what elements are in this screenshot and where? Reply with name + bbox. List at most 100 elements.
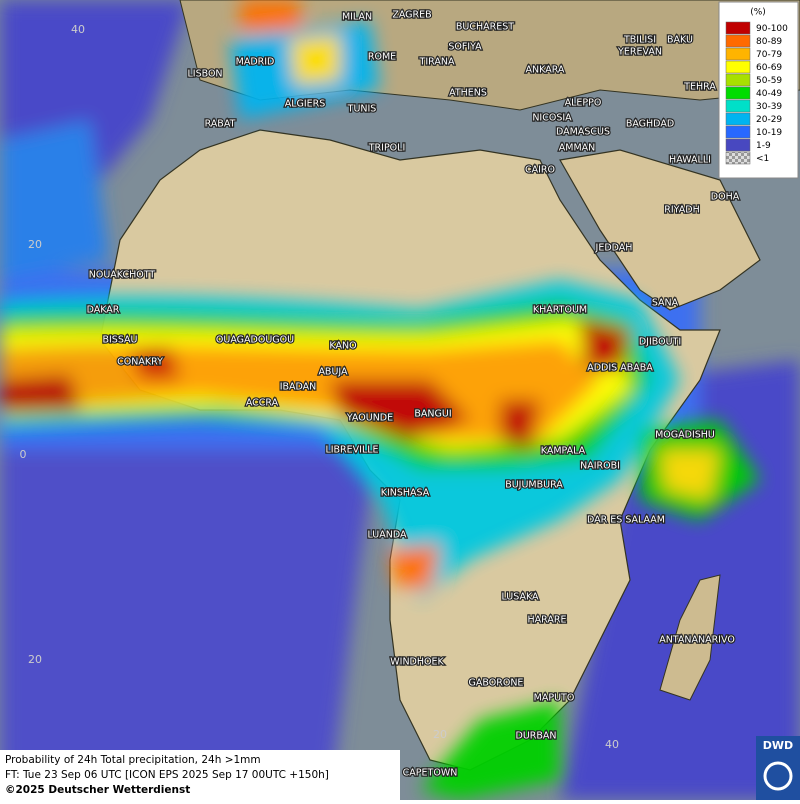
city-label: LISBON — [187, 69, 222, 80]
legend-label: <1 — [756, 154, 769, 164]
legend-title: (%) — [750, 8, 766, 18]
legend-label: 90-100 — [756, 24, 788, 34]
legend-swatch — [725, 60, 751, 74]
city-label: WINDHOEK — [390, 657, 444, 668]
city-label: KINSHASA — [381, 488, 430, 499]
legend-swatch — [725, 86, 751, 100]
logo: DWD — [756, 736, 800, 800]
city-label: LIBREVILLE — [325, 445, 378, 456]
city-label: DAR ES SALAAM — [587, 515, 665, 526]
city-label: RABAT — [205, 119, 236, 130]
city-label: ROME — [368, 52, 396, 63]
city-label: DJIBOUTI — [639, 337, 681, 348]
city-label: BUJUMBURA — [505, 480, 563, 491]
city-label: ABUJA — [318, 367, 348, 378]
city-label: ACCRA — [246, 398, 279, 409]
city-label: ANKARA — [526, 65, 565, 76]
legend: (%) 90-100 80-89 70-79 60-69 50-59 40-49 30-39… — [718, 1, 799, 179]
legend-label: 40-49 — [756, 89, 782, 99]
city-label: YEREVAN — [617, 47, 662, 58]
grid-label: 40 — [71, 23, 85, 36]
city-label: JEDDAH — [595, 243, 633, 254]
legend-swatch — [725, 112, 751, 126]
city-label: BAKU — [667, 35, 693, 46]
city-label: YAOUNDE — [346, 413, 393, 424]
city-label: TUNIS — [347, 104, 377, 115]
city-label: BAGHDAD — [626, 119, 674, 130]
legend-swatch — [725, 21, 751, 35]
city-label: ALGIERS — [285, 99, 326, 110]
logo-text: DWD — [763, 739, 793, 752]
city-label: MILAN — [342, 12, 372, 23]
city-label: IBADAN — [280, 382, 317, 393]
legend-label: 1-9 — [756, 141, 771, 151]
city-label: CAIRO — [525, 165, 555, 176]
city-label: ADDIS ABABA — [587, 363, 653, 374]
legend-label: 50-59 — [756, 76, 782, 86]
city-label: LUSAKA — [501, 592, 539, 603]
city-label: DAMASCUS — [556, 127, 610, 138]
legend-swatch — [725, 47, 751, 61]
city-label: LUANDA — [367, 530, 407, 541]
city-label: SANA — [652, 298, 679, 309]
city-label: TBILISI — [623, 35, 656, 46]
city-label: BANGUI — [414, 409, 451, 420]
grid-label: 20 — [28, 653, 42, 666]
caption-line: ©2025 Deutscher Wetterdienst — [5, 784, 190, 796]
legend-label: 80-89 — [756, 37, 782, 47]
grid-label: 40 — [605, 738, 619, 751]
city-label: TRIPOLI — [368, 143, 406, 154]
legend-swatch — [725, 34, 751, 48]
city-label: OUAGADOUGOU — [216, 335, 294, 346]
legend-swatch — [725, 138, 751, 152]
city-label: SOFIYA — [448, 42, 482, 53]
city-label: MAPUTO — [534, 693, 575, 704]
legend-label: 60-69 — [756, 63, 782, 73]
city-label: KHARTOUM — [533, 305, 587, 316]
legend-swatch — [725, 99, 751, 113]
legend-label: 30-39 — [756, 102, 782, 112]
grid-label: 20 — [28, 238, 42, 251]
city-label: TIRANA — [419, 57, 455, 68]
caption-line: FT: Tue 23 Sep 06 UTC [ICON EPS 2025 Sep… — [5, 769, 329, 781]
city-label: MOGADISHU — [655, 430, 715, 441]
logo-icon — [763, 761, 793, 791]
city-label: KANO — [329, 341, 356, 352]
legend-swatch — [725, 125, 751, 139]
grid-label: 0 — [20, 448, 27, 461]
caption-box — [0, 750, 400, 800]
city-label: ALEPPO — [565, 98, 602, 109]
city-labels: MILAN ZAGREB BUCHAREST TBILISI BAKU SOFIYA YER… — [85, 8, 741, 779]
city-label: KAMPALA — [541, 446, 586, 457]
legend-swatch — [725, 73, 751, 87]
legend-label: 70-79 — [756, 50, 782, 60]
city-label: ATHENS — [449, 88, 487, 99]
city-label: BISSAU — [102, 335, 137, 346]
city-label: RIYADH — [664, 205, 699, 216]
legend-swatch — [725, 151, 751, 165]
city-label: CONAKRY — [117, 357, 163, 368]
caption-line: Probability of 24h Total precipitation, … — [5, 754, 261, 766]
city-label: CAPETOWN — [403, 768, 458, 779]
city-label: AMMAN — [559, 143, 596, 154]
city-label: BUCHAREST — [456, 22, 514, 33]
city-label: ANTANANARIVO — [659, 635, 735, 646]
city-label: TEHRA — [683, 82, 716, 93]
caption: Probability of 24h Total precipitation, … — [0, 750, 400, 800]
city-label: NOUAKCHOTT — [89, 270, 156, 281]
city-label: HARARE — [528, 615, 567, 626]
city-label: ZAGREB — [392, 10, 431, 21]
city-label: HAWALLI — [669, 155, 711, 166]
city-label: DAKAR — [87, 305, 120, 316]
city-label: DURBAN — [516, 731, 557, 742]
city-label: DOHA — [711, 192, 740, 203]
city-label: NICOSIA — [532, 113, 572, 124]
city-label: GABORONE — [469, 678, 524, 689]
city-label: NAIROBI — [580, 461, 620, 472]
legend-label: 20-29 — [756, 115, 782, 125]
city-label: MADRID — [236, 57, 275, 68]
legend-label: 10-19 — [756, 128, 782, 138]
grid-label: 20 — [433, 728, 447, 741]
